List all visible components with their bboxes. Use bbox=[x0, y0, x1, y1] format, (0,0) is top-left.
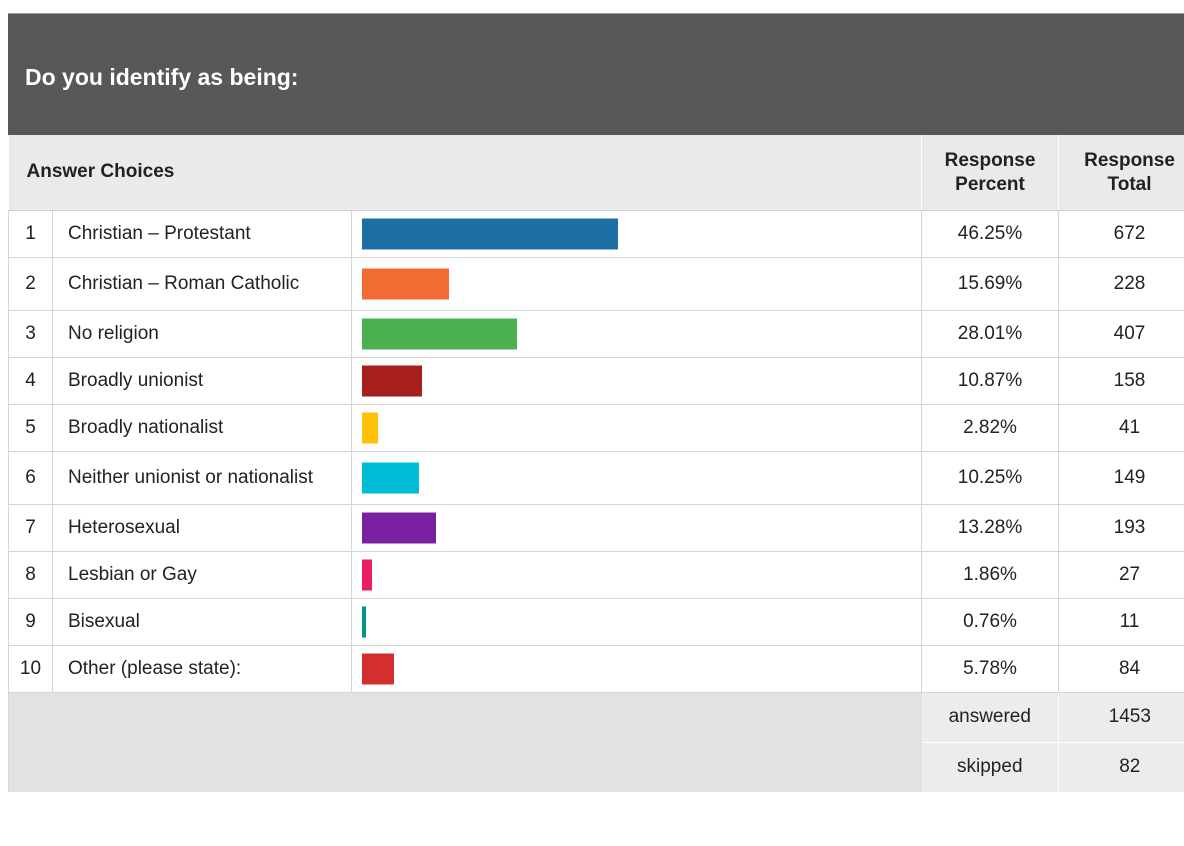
table-row: 4 Broadly unionist 10.87% 158 bbox=[8, 357, 1184, 405]
response-percent: 15.69% bbox=[921, 257, 1060, 311]
row-number: 10 bbox=[8, 645, 53, 693]
response-bar bbox=[362, 462, 419, 493]
table-body: 1 Christian – Protestant 46.25% 672 2 Christi… bbox=[8, 210, 1184, 693]
response-percent: 10.87% bbox=[921, 357, 1060, 405]
response-total: 41 bbox=[1058, 404, 1184, 452]
response-bar bbox=[362, 653, 394, 684]
response-percent: 28.01% bbox=[921, 310, 1060, 358]
question-header: Do you identify as being: bbox=[8, 13, 1184, 135]
answered-value: 1453 bbox=[1058, 692, 1184, 743]
response-bar bbox=[362, 412, 378, 443]
response-total: 11 bbox=[1058, 598, 1184, 646]
table-row: 2 Christian – Roman Catholic 15.69% 228 bbox=[8, 257, 1184, 311]
answer-choice-label: Lesbian or Gay bbox=[52, 551, 352, 599]
bar-cell bbox=[351, 504, 923, 552]
skipped-label: skipped bbox=[921, 742, 1060, 793]
response-total: 84 bbox=[1058, 645, 1184, 693]
response-bar bbox=[362, 512, 436, 543]
table-header-row: Answer Choices Response Percent Response… bbox=[8, 135, 1184, 211]
skipped-row: skipped 82 bbox=[9, 742, 1184, 793]
response-total: 149 bbox=[1058, 451, 1184, 505]
response-bar bbox=[362, 268, 449, 299]
table-row: 10 Other (please state): 5.78% 84 bbox=[8, 645, 1184, 693]
table-row: 8 Lesbian or Gay 1.86% 27 bbox=[8, 551, 1184, 599]
response-percent-header: Response Percent bbox=[921, 135, 1060, 211]
answer-choices-header: Answer Choices bbox=[8, 135, 923, 211]
response-percent: 0.76% bbox=[921, 598, 1060, 646]
table-row: 9 Bisexual 0.76% 11 bbox=[8, 598, 1184, 646]
row-number: 8 bbox=[8, 551, 53, 599]
response-total-header: Response Total bbox=[1058, 135, 1184, 211]
row-number: 7 bbox=[8, 504, 53, 552]
row-number: 6 bbox=[8, 451, 53, 505]
response-total-header-line1: Response bbox=[1084, 150, 1175, 172]
response-total-header-line2: Total bbox=[1107, 174, 1152, 196]
response-total: 158 bbox=[1058, 357, 1184, 405]
answer-choice-label: Heterosexual bbox=[52, 504, 352, 552]
response-bar bbox=[362, 365, 422, 396]
response-total: 228 bbox=[1058, 257, 1184, 311]
response-bar bbox=[362, 559, 372, 590]
response-percent-header-line2: Percent bbox=[955, 174, 1025, 196]
answer-choice-label: No religion bbox=[52, 310, 352, 358]
response-percent: 5.78% bbox=[921, 645, 1060, 693]
response-percent-header-line1: Response bbox=[944, 150, 1036, 172]
response-total: 672 bbox=[1058, 210, 1184, 258]
response-percent: 2.82% bbox=[921, 404, 1060, 452]
response-percent: 46.25% bbox=[921, 210, 1060, 258]
response-percent: 10.25% bbox=[921, 451, 1060, 505]
footer-blank bbox=[8, 692, 922, 792]
response-percent: 13.28% bbox=[921, 504, 1060, 552]
response-total: 27 bbox=[1058, 551, 1184, 599]
question-title: Do you identify as being: bbox=[25, 64, 299, 90]
answer-choice-label: Broadly unionist bbox=[52, 357, 352, 405]
row-number: 1 bbox=[8, 210, 53, 258]
response-total: 193 bbox=[1058, 504, 1184, 552]
table-row: 7 Heterosexual 13.28% 193 bbox=[8, 504, 1184, 552]
results-table: Answer Choices Response Percent Response… bbox=[8, 135, 1184, 793]
answer-choice-label: Neither unionist or nationalist bbox=[52, 451, 352, 505]
answer-choice-label: Bisexual bbox=[52, 598, 352, 646]
response-bar bbox=[362, 318, 517, 349]
bar-cell bbox=[351, 257, 923, 311]
response-bar bbox=[362, 606, 366, 637]
response-bar bbox=[362, 218, 618, 249]
bar-cell bbox=[351, 357, 923, 405]
bar-cell bbox=[351, 598, 923, 646]
answer-choice-label: Other (please state): bbox=[52, 645, 352, 693]
bar-cell bbox=[351, 451, 923, 505]
table-row: 6 Neither unionist or nationalist 10.25% 14… bbox=[8, 451, 1184, 505]
response-percent: 1.86% bbox=[921, 551, 1060, 599]
answer-choice-label: Broadly nationalist bbox=[52, 404, 352, 452]
skipped-value: 82 bbox=[1058, 742, 1184, 793]
table-footer: answered 1453 skipped 82 bbox=[8, 692, 1184, 793]
row-number: 3 bbox=[8, 310, 53, 358]
answered-label: answered bbox=[921, 692, 1060, 743]
answered-row: answered 1453 bbox=[8, 692, 1184, 792]
survey-question-panel: Do you identify as being: Answer Choices… bbox=[8, 13, 1184, 846]
bar-cell bbox=[351, 404, 923, 452]
bar-cell bbox=[351, 645, 923, 693]
table-row: 5 Broadly nationalist 2.82% 41 bbox=[8, 404, 1184, 452]
table-row: 3 No religion 28.01% 407 bbox=[8, 310, 1184, 358]
row-number: 5 bbox=[8, 404, 53, 452]
row-number: 2 bbox=[8, 257, 53, 311]
answer-choice-label: Christian – Roman Catholic bbox=[52, 257, 352, 311]
bar-cell bbox=[351, 551, 923, 599]
row-number: 9 bbox=[8, 598, 53, 646]
bar-cell bbox=[351, 210, 923, 258]
row-number: 4 bbox=[8, 357, 53, 405]
answer-choice-label: Christian – Protestant bbox=[52, 210, 352, 258]
bar-cell bbox=[351, 310, 923, 358]
table-row: 1 Christian – Protestant 46.25% 672 bbox=[8, 210, 1184, 258]
response-total: 407 bbox=[1058, 310, 1184, 358]
